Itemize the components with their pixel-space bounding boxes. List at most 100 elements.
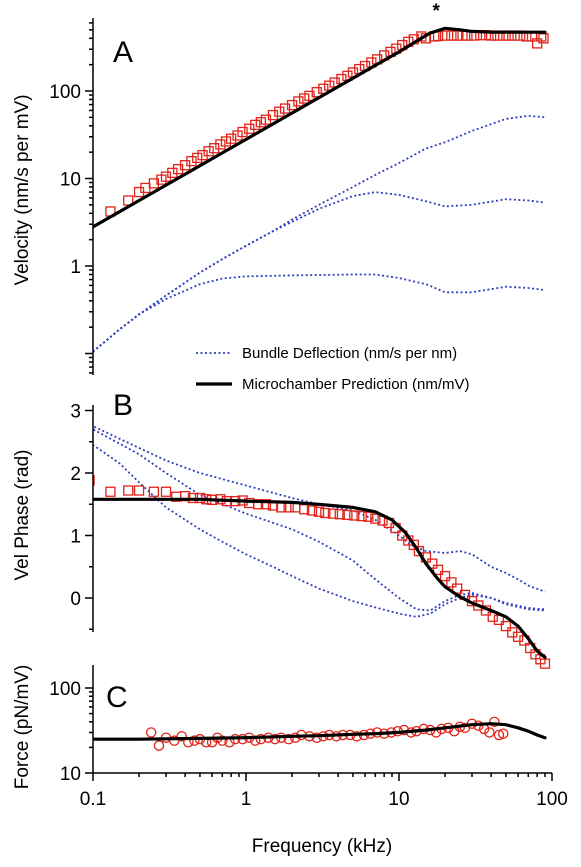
panel-A-data-point [250,119,261,131]
panel-A-plot [93,26,549,353]
panel-A-data-point [237,126,248,138]
panel-C-letter: C [106,681,128,714]
panel-B-data-point [252,499,264,510]
legend-prediction-label: Microchamber Prediction (nm/mV) [242,376,470,393]
panel-A-bundle-deflection-line [93,114,546,353]
panel-A-data-point [299,93,310,104]
panel-B-data-point [413,545,425,557]
panel-A-data-point [274,106,285,117]
panel-A-data-point [279,103,291,114]
panel-A-data-point [148,178,160,189]
x-tick-label: 1 [241,789,252,810]
panel-B-data-point [320,507,331,519]
panel-B-data-point [334,509,345,520]
panel-C-plot [93,716,547,751]
panel-B-data-point [363,511,374,522]
x-tick-label: 0.1 [80,789,106,810]
panel-A-annotation: * [432,1,440,22]
panel-C-data-point [489,716,500,728]
panel-A-data-point [203,146,214,157]
panel-B-data-point [93,475,95,486]
panel-C-prediction-line [93,722,547,741]
panel-B-data-point [260,499,272,510]
panel-C-data-point [189,735,200,746]
panel-C-data-point [497,728,509,739]
panel-B-letter: B [113,389,133,422]
panel-A-letter: A [113,36,133,69]
panel-B-data-point [432,564,444,576]
panel-A-data-point [293,96,304,107]
x-tick-label: 10 [388,789,409,810]
panel-B-data-point [446,577,457,588]
panel-C-data-point [153,740,165,751]
plot-layer [93,26,551,751]
panel-A-y-tick-label: 10 [60,170,81,191]
panel-A-data-point [311,87,322,98]
panel-A-y-tick-label: 100 [49,82,81,103]
panel-C-data-point [484,727,495,738]
panel-B-data-point [313,506,325,517]
panel-B-data-point [512,631,524,642]
panel-A-data-point [286,99,298,111]
panel-A-data-point [209,143,220,154]
panel-B-data-point [349,510,360,521]
panel-A-data-point [160,171,172,182]
panel-A-data-point [226,133,237,144]
panel-A-y-axis-label: Velocity (nm/s per mV) [12,94,33,285]
panel-A-data-point [538,33,549,44]
panel-A-data-point [446,30,457,41]
panel-C-data-point [283,733,294,745]
panel-A-data-point [318,83,329,94]
panel-B-plot [93,425,551,669]
panel-A-data-point [215,139,226,150]
panel-C-y-tick-label: 10 [60,764,81,785]
panel-B-data-point [500,620,512,632]
panel-B-data-point [356,510,367,522]
panel-A-y-tick-label: 1 [70,257,81,278]
panel-B-y-tick-label: 1 [70,527,81,548]
panel-A-data-point [167,167,178,179]
panel-A-data-point [192,152,203,164]
panel-B-data-point [105,486,116,497]
panel-B-data-point [148,486,160,497]
panel-A-bundle-deflection-line [93,273,546,353]
panel-A-prediction-line [93,26,547,229]
panel-B-data-point [306,505,318,516]
panel-A-data-point [304,90,315,102]
panel-A-data-point [186,155,197,167]
panel-C-data-point [351,731,363,742]
panel-B-bundle-deflection-line [93,428,546,612]
panel-C-data-point [269,733,281,745]
panel-C-y-axis-label: Force (pN/mV) [12,665,33,790]
panel-C-y-tick-label: 100 [49,679,81,700]
panel-B-y-axis-label: Vel Phase (rad) [12,450,33,581]
axes-layer [85,18,553,781]
panel-A-data-point [439,30,451,41]
panel-B-data-point [133,485,145,496]
panel-B-y-tick-label: 3 [70,402,81,423]
panel-B-data-point [370,513,381,524]
panel-C-data-point [145,727,157,738]
panel-B-data-point [539,658,551,669]
panel-A-data-point [267,109,279,121]
panel-A-data-point [220,136,232,147]
panel-B-y-tick-label: 0 [70,589,81,610]
panel-B-data-point [439,570,451,582]
panel-B-y-tick-label: 2 [70,464,81,485]
panel-C-data-point [255,733,267,745]
panel-C-data-point [493,729,505,741]
panel-B-prediction-line [93,497,547,659]
panel-B-data-point [327,508,339,519]
panel-C-data-point [217,735,228,746]
panel-C-data-point [176,731,187,742]
panel-B-data-point [123,485,134,496]
legend-bundle-deflection-label: Bundle Deflection (nm/s per nm) [242,345,457,362]
panel-A-data-point [452,30,463,41]
panel-B-bundle-deflection-line [93,425,546,593]
panel-B-bundle-deflection-line [93,443,546,618]
panel-C-data-point [311,732,322,743]
x-axis-label: Frequency (kHz) [252,836,392,857]
panel-B-data-point [160,486,172,497]
